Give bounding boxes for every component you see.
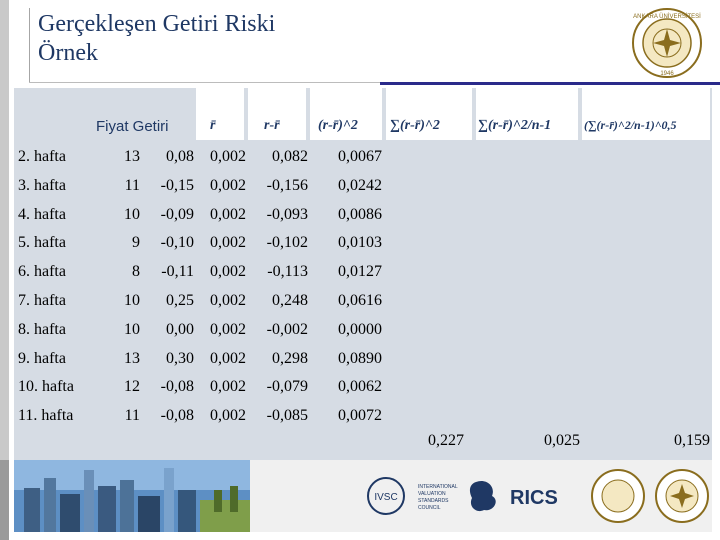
title-line-2: Örnek xyxy=(38,40,98,66)
cell-price: 8 xyxy=(132,263,140,281)
cell-deviation: -0,002 xyxy=(266,320,308,338)
cell-mean: 0,002 xyxy=(210,378,246,396)
cell-price: 10 xyxy=(124,320,140,338)
header-box-sq xyxy=(310,88,382,140)
cell-week: 4. hafta xyxy=(18,205,66,223)
cell-squared-deviation: 0,0616 xyxy=(338,292,382,309)
header-std-dev: (∑(r-r̄)^2/n-1)^0,5 xyxy=(584,118,677,132)
cell-deviation: 0,298 xyxy=(272,349,308,367)
ankara-university-seal-icon: ANKARA ÜNİVERSİTESİ 1946 xyxy=(632,8,702,78)
cell-week: 9. hafta xyxy=(18,349,66,367)
city-skyline-image xyxy=(14,460,250,532)
left-side-bar-dark xyxy=(0,460,9,540)
header-squared-deviation: (r-r̄)^2 xyxy=(318,118,358,133)
rics-logo-text: RICS xyxy=(510,487,558,509)
cell-return: -0,11 xyxy=(161,263,194,281)
cell-mean: 0,002 xyxy=(210,407,246,425)
cell-mean: 0,002 xyxy=(210,263,246,281)
cell-price: 13 xyxy=(124,148,140,165)
total-sum-squares: 0,227 xyxy=(428,432,464,449)
svg-text:VALUATION: VALUATION xyxy=(418,491,446,497)
page-title: Gerçekleşen Getiri Riski Örnek xyxy=(38,10,275,68)
cell-week: 10. hafta xyxy=(18,378,74,396)
cell-squared-deviation: 0,0890 xyxy=(338,349,382,367)
cell-price: 10 xyxy=(124,292,140,309)
cell-return: 0,30 xyxy=(166,349,194,367)
total-variance: 0,025 xyxy=(544,432,580,449)
header-sum-squares: ∑(r-r̄)^2 xyxy=(390,118,440,133)
svg-text:INTERNATIONAL: INTERNATIONAL xyxy=(418,484,458,490)
cell-squared-deviation: 0,0127 xyxy=(338,263,382,281)
cell-price: 12 xyxy=(124,378,140,396)
title-line-1: Gerçekleşen Getiri Riski xyxy=(38,11,276,37)
cell-deviation: 0,082 xyxy=(272,148,308,165)
cell-mean: 0,002 xyxy=(210,349,246,367)
ivsc-logo-text: IVSC xyxy=(374,492,397,503)
cell-return: -0,08 xyxy=(160,378,194,396)
header-box-dev xyxy=(248,88,306,140)
cell-deviation: -0,102 xyxy=(266,234,308,252)
data-table-background xyxy=(14,88,712,460)
cell-deviation: -0,093 xyxy=(266,205,308,223)
cell-squared-deviation: 0,0242 xyxy=(338,176,382,194)
cell-return: 0,00 xyxy=(166,320,194,338)
cell-deviation: -0,156 xyxy=(266,176,308,194)
title-rule-horizontal xyxy=(29,82,719,83)
cell-return: 0,25 xyxy=(166,292,194,309)
cell-mean: 0,002 xyxy=(210,176,246,194)
header-deviation: r-r̄ xyxy=(264,118,280,133)
cell-price: 9 xyxy=(132,234,140,252)
cell-deviation: -0,085 xyxy=(266,407,308,425)
cell-mean: 0,002 xyxy=(210,320,246,338)
cell-squared-deviation: 0,0086 xyxy=(338,205,382,223)
cell-deviation: -0,113 xyxy=(267,263,308,281)
header-price-return: Fiyat Getiri xyxy=(96,118,169,135)
cell-week: 5. hafta xyxy=(18,234,66,252)
partner-logos: IVSC INTERNATIONAL VALUATION STANDARDS C… xyxy=(367,469,709,523)
svg-text:STANDARDS: STANDARDS xyxy=(418,498,449,504)
header-box-sum xyxy=(386,88,472,140)
cell-price: 13 xyxy=(124,349,140,367)
total-std-dev: 0,159 xyxy=(674,432,710,449)
cell-return: -0,10 xyxy=(160,234,194,252)
cell-price: 11 xyxy=(124,176,140,194)
left-side-bar xyxy=(0,0,9,540)
header-box-var xyxy=(476,88,578,140)
cell-deviation: -0,079 xyxy=(266,378,308,396)
cell-week: 7. hafta xyxy=(18,292,66,309)
cell-week: 3. hafta xyxy=(18,176,66,194)
cell-squared-deviation: 0,0000 xyxy=(338,320,382,338)
cell-return: -0,09 xyxy=(160,205,194,223)
cell-week: 6. hafta xyxy=(18,263,66,281)
cell-mean: 0,002 xyxy=(210,292,246,309)
title-rule-vertical xyxy=(29,8,30,82)
cell-price: 10 xyxy=(124,205,140,223)
cell-deviation: 0,248 xyxy=(272,292,308,309)
cell-mean: 0,002 xyxy=(210,148,246,165)
cell-squared-deviation: 0,0103 xyxy=(338,234,382,252)
header-variance: ∑(r-r̄)^2/n-1 xyxy=(478,118,552,133)
cell-return: 0,08 xyxy=(166,148,194,165)
cell-return: -0,15 xyxy=(160,176,194,194)
cell-week: 11. hafta xyxy=(18,407,74,425)
svg-text:COUNCIL: COUNCIL xyxy=(418,505,441,511)
svg-text:1946: 1946 xyxy=(660,71,674,77)
svg-text:ANKARA ÜNİVERSİTESİ: ANKARA ÜNİVERSİTESİ xyxy=(633,13,701,20)
cell-squared-deviation: 0,0067 xyxy=(338,148,382,165)
header-box-std xyxy=(582,88,710,140)
title-rule-accent xyxy=(380,82,720,85)
header-mean: r̄ xyxy=(210,118,216,133)
cell-squared-deviation: 0,0062 xyxy=(338,378,382,396)
cell-mean: 0,002 xyxy=(210,234,246,252)
cell-return: -0,08 xyxy=(160,407,194,425)
cell-price: 11 xyxy=(124,407,140,425)
cell-squared-deviation: 0,0072 xyxy=(338,407,382,425)
cell-week: 8. hafta xyxy=(18,320,66,338)
cell-week: 2. hafta xyxy=(18,148,66,165)
header-box-mean xyxy=(196,88,244,140)
cell-mean: 0,002 xyxy=(210,205,246,223)
